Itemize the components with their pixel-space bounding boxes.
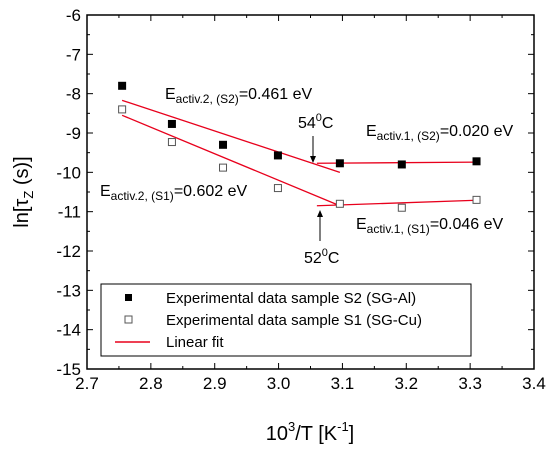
x-axis-title-sup2: -1 bbox=[337, 419, 349, 434]
y-tick-label: -8 bbox=[66, 85, 81, 104]
annotation-s2-activ1: Eactiv.1, (S2)=0.020 eV bbox=[366, 123, 514, 143]
legend-label-s2: Experimental data sample S2 (SG-Al) bbox=[166, 290, 416, 307]
x-axis-title: 103/T [K-1] bbox=[266, 419, 354, 445]
x-tick-label: 3.0 bbox=[267, 374, 291, 393]
x-tick-label: 2.8 bbox=[139, 374, 163, 393]
data-points bbox=[118, 81, 481, 212]
y-tick-label: -6 bbox=[66, 6, 81, 25]
x-tick-label: 2.9 bbox=[203, 374, 227, 393]
y-tick-labels: -6 -7 -8 -9 -10 -11 -12 -13 -14 -15 bbox=[56, 6, 81, 379]
data-point-s1 bbox=[219, 163, 228, 172]
legend-marker-s2 bbox=[125, 294, 132, 301]
y-axis-title-sub: Z bbox=[21, 191, 36, 199]
y-tick-label: -11 bbox=[58, 203, 81, 222]
data-point-s1 bbox=[397, 203, 406, 212]
data-point-s2 bbox=[118, 81, 127, 90]
temp-arrow-52-head bbox=[317, 210, 323, 217]
x-tick-label: 3.1 bbox=[331, 374, 355, 393]
y-tick-label: -13 bbox=[56, 281, 81, 300]
temp-label-54: 540C bbox=[298, 112, 333, 132]
data-point-s2 bbox=[472, 157, 481, 166]
data-point-s2 bbox=[167, 119, 176, 128]
y-tick-label: -15 bbox=[56, 360, 81, 379]
data-point-s2 bbox=[335, 159, 344, 168]
x-tick-label: 3.4 bbox=[522, 374, 546, 393]
y-tick-label: -12 bbox=[56, 242, 81, 261]
axis-ticks bbox=[86, 14, 535, 370]
annotation-s1-activ2: Eactiv.2, (S1)=0.602 eV bbox=[100, 183, 248, 203]
y-tick-label: -7 bbox=[66, 45, 81, 64]
data-point-s1 bbox=[335, 199, 344, 208]
x-tick-labels: 2.7 2.8 2.9 3.0 3.1 3.2 3.3 3.4 bbox=[75, 374, 546, 393]
y-tick-label: -9 bbox=[66, 124, 81, 143]
data-point-s2 bbox=[273, 151, 282, 160]
legend-box bbox=[100, 283, 472, 357]
legend: Experimental data sample S2 (SG-Al) Expe… bbox=[100, 283, 472, 357]
y-axis-title-post: (s)] bbox=[11, 156, 33, 190]
data-point-s2 bbox=[397, 160, 406, 169]
temp-label-52: 520C bbox=[304, 247, 339, 267]
x-axis-title-base: 10 bbox=[266, 423, 288, 445]
x-axis-title-tail: ] bbox=[349, 423, 355, 445]
legend-label-fit: Linear fit bbox=[166, 334, 224, 351]
legend-label-s1: Experimental data sample S1 (SG-Cu) bbox=[166, 312, 422, 329]
y-axis-title-pre: ln[ bbox=[11, 206, 33, 228]
y-axis-title-greek: τ bbox=[11, 199, 33, 207]
data-point-s2 bbox=[219, 140, 228, 149]
data-point-s1 bbox=[273, 184, 282, 193]
x-tick-label: 3.2 bbox=[394, 374, 418, 393]
y-tick-label: -10 bbox=[56, 163, 81, 182]
x-tick-label: 2.7 bbox=[75, 374, 99, 393]
annotation-s1-activ1: Eactiv.1, (S1)=0.046 eV bbox=[356, 216, 504, 236]
x-axis-title-rest: /T [K bbox=[295, 423, 338, 445]
legend-marker-s1 bbox=[124, 315, 133, 324]
fit-line bbox=[121, 99, 341, 173]
x-tick-label: 3.3 bbox=[458, 374, 482, 393]
annotation-s2-activ2: Eactiv.2, (S2)=0.461 eV bbox=[165, 86, 313, 106]
data-point-s1 bbox=[167, 138, 176, 147]
y-axis-title: ln[τZ (s)] bbox=[11, 156, 36, 227]
x-axis-title-sup: 3 bbox=[288, 419, 295, 434]
data-point-s1 bbox=[118, 105, 127, 114]
y-tick-label: -14 bbox=[56, 321, 81, 340]
temp-arrow-54-head bbox=[310, 156, 316, 163]
fit-line bbox=[121, 114, 341, 207]
data-point-s1 bbox=[472, 195, 481, 204]
